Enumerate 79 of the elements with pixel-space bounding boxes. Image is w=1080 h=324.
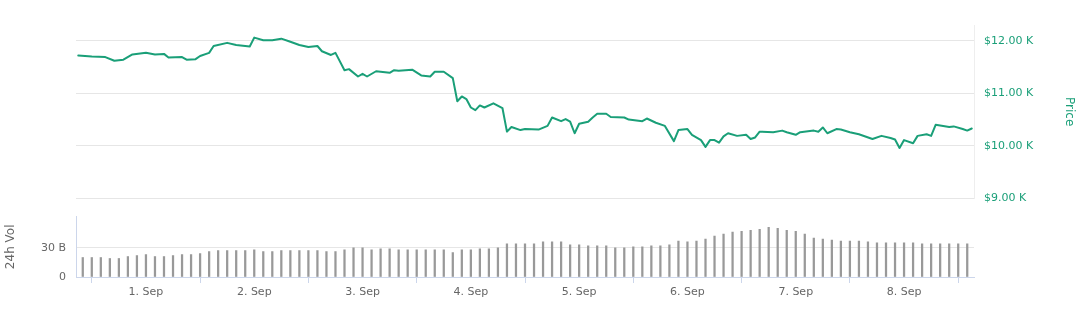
- bar: [749, 229, 752, 277]
- y-tick-label: 30 B: [40, 240, 66, 254]
- bar: [460, 249, 463, 277]
- bar: [144, 254, 148, 277]
- bar: [217, 250, 220, 277]
- bar: [478, 248, 481, 277]
- bar: [271, 251, 274, 277]
- bar: [334, 251, 337, 277]
- x-tick-label: 8. Sep: [886, 285, 922, 299]
- bar: [198, 253, 202, 277]
- bar: [433, 249, 436, 277]
- bar: [316, 250, 319, 277]
- bar: [731, 231, 734, 277]
- bar: [487, 248, 491, 277]
- y-axis-title: 24h Vol: [3, 224, 18, 270]
- bar: [343, 249, 346, 277]
- bar: [298, 250, 301, 277]
- bar: [81, 257, 84, 277]
- x-tick-label: 7. Sep: [778, 285, 814, 299]
- bar: [117, 258, 120, 277]
- bar: [397, 249, 400, 277]
- bar: [632, 246, 635, 277]
- bar: [469, 249, 472, 277]
- bar: [352, 247, 355, 277]
- x-tick-label: 1. Sep: [128, 285, 164, 299]
- bar: [135, 255, 139, 277]
- bar: [325, 251, 328, 277]
- y-tick-label: $9.00 K: [984, 191, 1027, 205]
- bar: [623, 247, 626, 277]
- bar: [614, 247, 617, 277]
- bar: [388, 248, 391, 277]
- bar: [189, 254, 193, 277]
- y-tick-label: $11.00 K: [984, 86, 1034, 100]
- bar: [289, 250, 292, 277]
- bar: [207, 251, 211, 277]
- bar: [424, 249, 427, 277]
- bar: [244, 250, 247, 277]
- bar: [226, 250, 229, 277]
- bar: [722, 233, 725, 277]
- x-tick-label: 4. Sep: [453, 285, 489, 299]
- bar: [605, 245, 608, 277]
- bar: [370, 249, 373, 277]
- bar: [668, 244, 671, 277]
- bar: [235, 250, 238, 277]
- bar: [280, 250, 283, 277]
- y-axis-title: Price: [1062, 97, 1077, 127]
- bar: [641, 246, 644, 277]
- bar: [677, 240, 680, 277]
- x-tick-label: 2. Sep: [236, 285, 272, 299]
- bar: [108, 258, 111, 277]
- bar: [253, 249, 256, 277]
- bar: [713, 235, 716, 277]
- bar: [262, 251, 265, 277]
- x-tick-label: 5. Sep: [561, 285, 597, 299]
- y-tick-label: $12.00 K: [984, 33, 1034, 47]
- bar: [695, 240, 698, 277]
- bar: [704, 238, 707, 277]
- bar: [650, 245, 653, 277]
- bar: [307, 250, 310, 277]
- x-tick-label: 6. Sep: [670, 285, 705, 299]
- bar: [442, 249, 445, 277]
- bar: [90, 257, 93, 277]
- bar: [740, 230, 743, 277]
- bar: [587, 245, 590, 277]
- bar: [379, 248, 382, 277]
- bar: [171, 255, 175, 277]
- bar: [415, 249, 418, 277]
- y-tick-label: 0: [59, 269, 66, 283]
- bar: [451, 252, 454, 277]
- bar: [99, 257, 102, 277]
- bar: [686, 241, 689, 277]
- bar: [361, 247, 364, 277]
- bar: [406, 249, 409, 277]
- bar: [180, 254, 184, 277]
- bar: [496, 247, 500, 277]
- bar: [659, 245, 662, 277]
- x-tick-label: 3. Sep: [345, 285, 380, 299]
- y-tick-label: $10.00 K: [984, 138, 1034, 152]
- bar: [596, 245, 599, 277]
